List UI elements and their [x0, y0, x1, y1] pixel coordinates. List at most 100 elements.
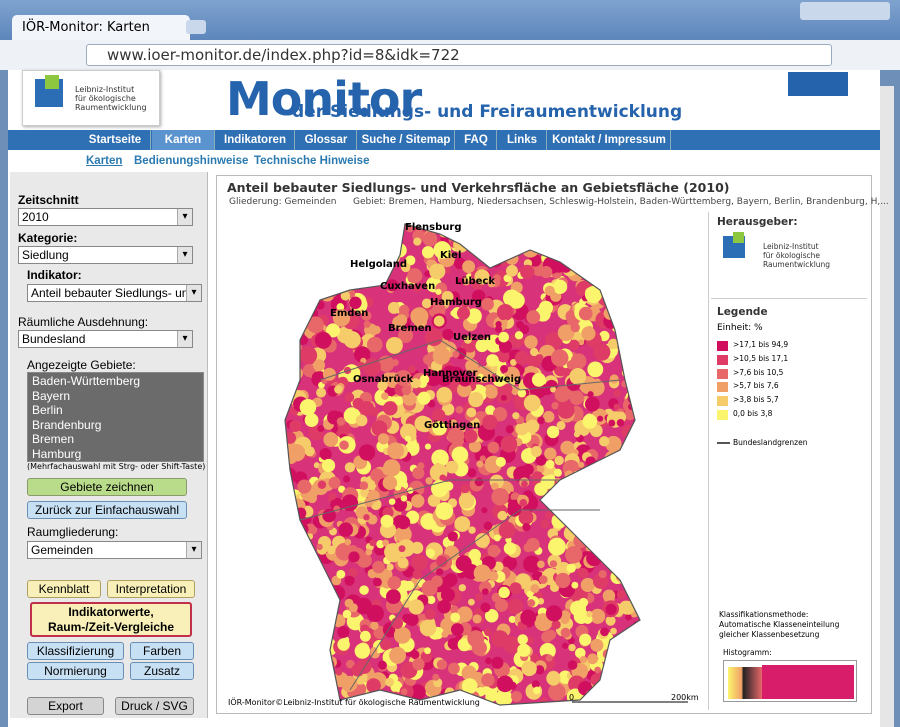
- municipality: [321, 244, 328, 251]
- nav-item[interactable]: Kontakt / Impressum: [548, 130, 671, 150]
- municipality: [613, 403, 620, 410]
- button[interactable]: Druck / SVG: [115, 697, 194, 715]
- municipality: [425, 477, 433, 485]
- boundary-label: Bundeslandgrenzen: [733, 438, 808, 447]
- nav-item[interactable]: Glossar: [296, 130, 357, 150]
- municipality: [631, 234, 640, 249]
- municipality: [421, 298, 432, 309]
- municipality: [549, 244, 557, 251]
- municipality: [537, 416, 545, 425]
- button[interactable]: Farben: [130, 642, 194, 660]
- nav-item[interactable]: FAQ: [456, 130, 497, 150]
- select[interactable]: Bundesland: [18, 330, 193, 348]
- new-tab[interactable]: [186, 20, 206, 34]
- municipality: [474, 477, 484, 487]
- municipality: [305, 638, 313, 646]
- button[interactable]: Zurück zur Einfachauswahl: [27, 501, 187, 519]
- municipality: [641, 383, 649, 391]
- window-controls[interactable]: [800, 2, 890, 20]
- button[interactable]: Interpretation: [107, 580, 195, 598]
- header-block: [788, 72, 848, 96]
- logo[interactable]: Leibniz-Institut für ökologische Raumentwi…: [22, 70, 160, 126]
- histogram-bars: [728, 667, 762, 699]
- select[interactable]: Gemeinden: [27, 541, 202, 559]
- list-box[interactable]: Baden-Württemberg Bayern Berlin Brandenburg…: [27, 372, 204, 462]
- method-line: Automatische Klasseneinteilung: [719, 620, 840, 629]
- municipality: [606, 484, 623, 501]
- municipality: [597, 415, 604, 422]
- municipality: [286, 308, 296, 318]
- sub-nav-item[interactable]: Karten: [86, 155, 123, 167]
- nav-item[interactable]: Karten: [152, 130, 215, 150]
- municipality: [294, 646, 304, 657]
- map[interactable]: Flensburg Kiel Helgoland Lübeck Cuxhaven Hamb…: [218, 212, 706, 710]
- municipality: [286, 355, 298, 367]
- nav-item[interactable]: Indikatoren: [216, 130, 295, 150]
- municipality: [328, 476, 341, 489]
- button[interactable]: Export: [27, 697, 104, 715]
- tab[interactable]: IÖR-Monitor: Karten: [12, 15, 190, 40]
- municipality: [359, 481, 369, 490]
- city-label: Flensburg: [405, 222, 461, 233]
- municipality: [312, 268, 328, 283]
- municipality: [580, 577, 595, 593]
- municipality: [335, 422, 351, 437]
- municipality: [621, 424, 635, 439]
- histogram-fill: [762, 665, 854, 699]
- list-item[interactable]: Berlin: [32, 403, 63, 418]
- municipality: [501, 224, 518, 236]
- municipality: [385, 677, 394, 687]
- municipality: [582, 414, 598, 429]
- municipality: [530, 583, 540, 594]
- list-item[interactable]: Baden-Württemberg: [32, 374, 141, 388]
- municipality: [503, 542, 517, 555]
- municipality: [622, 656, 635, 669]
- button[interactable]: Normierung: [27, 662, 124, 680]
- legend-swatch: [717, 341, 728, 351]
- address-bar[interactable]: www.ioer-monitor.de/index.php?id=8&idk=7…: [86, 44, 832, 66]
- list-item[interactable]: Brandenburg: [32, 417, 102, 432]
- municipality: [556, 421, 566, 430]
- scrollbar[interactable]: [880, 86, 894, 727]
- select[interactable]: Anteil bebauter Siedlungs- un: [27, 284, 202, 302]
- municipality: [359, 630, 371, 642]
- municipality: [542, 224, 558, 236]
- municipality: [548, 232, 556, 240]
- municipality: [468, 548, 482, 562]
- button[interactable]: Zusatz: [130, 662, 194, 680]
- municipality: [410, 307, 429, 326]
- select[interactable]: 2010: [18, 208, 193, 226]
- button[interactable]: Indikatorwerte, Raum-/Zeit-Vergleiche: [30, 602, 192, 637]
- municipality: [359, 241, 369, 251]
- button[interactable]: Kennblatt: [27, 580, 101, 598]
- button[interactable]: Klassifizierung: [27, 642, 124, 660]
- municipality: [486, 354, 499, 367]
- municipality: [511, 690, 523, 702]
- nav-item[interactable]: Links: [498, 130, 547, 150]
- nav-item[interactable]: Startseite: [80, 130, 151, 150]
- municipality: [308, 564, 325, 581]
- list-item[interactable]: Bayern: [32, 388, 71, 403]
- municipality: [627, 253, 640, 270]
- nav-item[interactable]: Suche / Sitemap: [358, 130, 455, 150]
- municipality: [289, 419, 302, 432]
- municipality: [344, 575, 355, 586]
- municipality: [382, 243, 390, 250]
- municipality: [516, 224, 525, 230]
- sub-nav-item[interactable]: Bedienungshinweise: [134, 155, 249, 167]
- municipality: [316, 543, 323, 551]
- municipality: [553, 468, 562, 477]
- municipality: [505, 425, 514, 434]
- municipality: [285, 529, 293, 543]
- sub-nav-item[interactable]: Technische Hinweise: [254, 155, 370, 167]
- municipality: [295, 277, 313, 294]
- municipality: [469, 226, 479, 236]
- municipality: [391, 236, 399, 244]
- list-item[interactable]: Bremen: [32, 432, 75, 447]
- municipality: [398, 328, 414, 343]
- municipality: [629, 677, 640, 689]
- list-item[interactable]: Hamburg: [32, 447, 82, 461]
- button[interactable]: Gebiete zeichnen: [27, 478, 187, 496]
- municipality: [498, 339, 513, 354]
- select[interactable]: Siedlung: [18, 246, 193, 264]
